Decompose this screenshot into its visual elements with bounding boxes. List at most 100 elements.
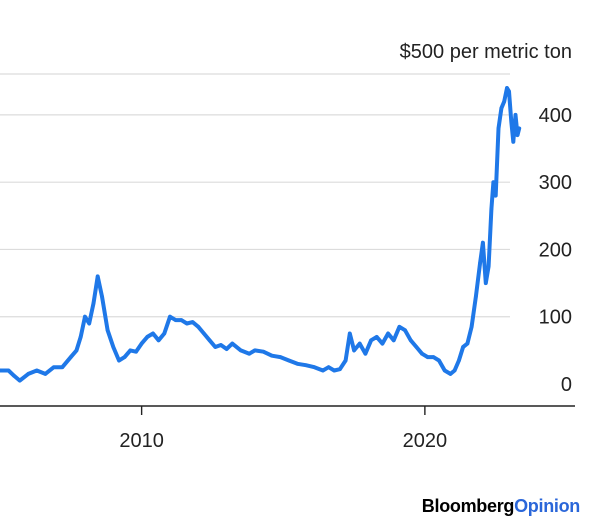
series-line — [0, 86, 522, 383]
data-point — [185, 321, 189, 326]
data-point — [278, 355, 283, 359]
data-point — [414, 345, 419, 349]
data-point — [139, 341, 144, 346]
data-point — [190, 320, 195, 324]
data-point — [83, 314, 87, 319]
data-point — [513, 113, 518, 117]
y-tick-label: 200 — [539, 239, 572, 261]
data-point — [6, 368, 11, 373]
data-point — [156, 338, 161, 343]
gridlines — [0, 73, 510, 318]
bloomberg-opinion-logo: BloombergOpinion — [422, 496, 581, 517]
data-point — [442, 368, 447, 373]
data-point — [465, 341, 470, 346]
y-tick-label: 0 — [561, 374, 572, 396]
data-point — [511, 140, 516, 144]
data-point — [151, 331, 155, 336]
y-tick-label: 400 — [539, 105, 572, 127]
data-point — [517, 126, 521, 131]
x-tick-label: 2020 — [403, 430, 448, 452]
data-point — [219, 343, 223, 347]
data-point — [78, 335, 83, 339]
data-point — [60, 365, 65, 370]
data-point — [348, 331, 352, 336]
data-point — [196, 325, 201, 329]
data-point — [408, 338, 413, 343]
data-point — [304, 363, 308, 368]
data-point — [469, 325, 474, 329]
data-point — [224, 347, 229, 351]
data-point — [12, 374, 16, 378]
data-point — [18, 378, 22, 383]
data-point — [369, 338, 373, 343]
data-point — [478, 261, 482, 265]
data-point — [105, 328, 110, 333]
unit-label: $500 per metric ton — [400, 41, 572, 63]
data-point — [437, 358, 441, 363]
data-point — [496, 126, 501, 131]
data-point — [179, 318, 184, 322]
data-point — [270, 353, 274, 358]
data-point — [52, 365, 56, 370]
data-point — [502, 99, 507, 104]
data-point — [295, 362, 300, 366]
data-point — [481, 240, 485, 245]
data-point — [122, 355, 127, 359]
data-point — [287, 358, 291, 363]
data-point — [173, 318, 178, 322]
x-tick-label: 2010 — [119, 430, 164, 452]
data-point — [457, 358, 461, 363]
data-point — [95, 274, 100, 279]
data-point — [43, 372, 48, 376]
data-point — [343, 358, 348, 363]
data-point — [0, 368, 2, 373]
y-tick-label: 100 — [539, 307, 572, 329]
data-point — [35, 368, 39, 373]
data-point — [247, 351, 252, 356]
data-point — [100, 294, 104, 299]
data-point — [69, 355, 73, 359]
data-point — [374, 335, 379, 339]
data-point — [134, 349, 138, 354]
data-point — [509, 119, 514, 124]
data-point — [261, 349, 266, 354]
tick-labels: 0 100 200 300 400 2010 2020 — [119, 105, 572, 452]
data-point — [207, 338, 212, 343]
data-point — [515, 133, 520, 137]
data-point — [91, 301, 96, 306]
brand-opinion: Opinion — [514, 496, 580, 516]
data-point — [321, 368, 325, 373]
data-point — [326, 365, 331, 370]
data-point — [505, 86, 509, 90]
data-point — [448, 372, 453, 376]
data-point — [484, 281, 488, 285]
data-point — [111, 345, 116, 349]
data-point — [403, 328, 407, 333]
data-point — [425, 355, 430, 359]
data-point — [493, 193, 498, 198]
data-point — [338, 367, 342, 372]
data-point — [352, 348, 356, 353]
data-point — [74, 348, 79, 353]
data-point — [128, 348, 133, 353]
data-point — [431, 355, 436, 359]
data-point — [486, 264, 491, 269]
data-point — [26, 372, 31, 376]
data-point — [117, 358, 121, 363]
data-point — [213, 345, 218, 349]
data-point — [162, 331, 167, 336]
data-point — [491, 180, 496, 184]
data-point — [489, 207, 494, 211]
data-point — [507, 89, 511, 94]
data-point — [230, 341, 235, 346]
data-point — [145, 335, 150, 339]
y-tick-label: 300 — [539, 172, 572, 194]
data-point — [380, 341, 385, 346]
axes — [0, 405, 575, 415]
series — [0, 86, 522, 383]
data-point — [461, 345, 465, 349]
data-point — [386, 331, 390, 336]
data-point — [357, 341, 362, 346]
data-point — [391, 338, 396, 343]
